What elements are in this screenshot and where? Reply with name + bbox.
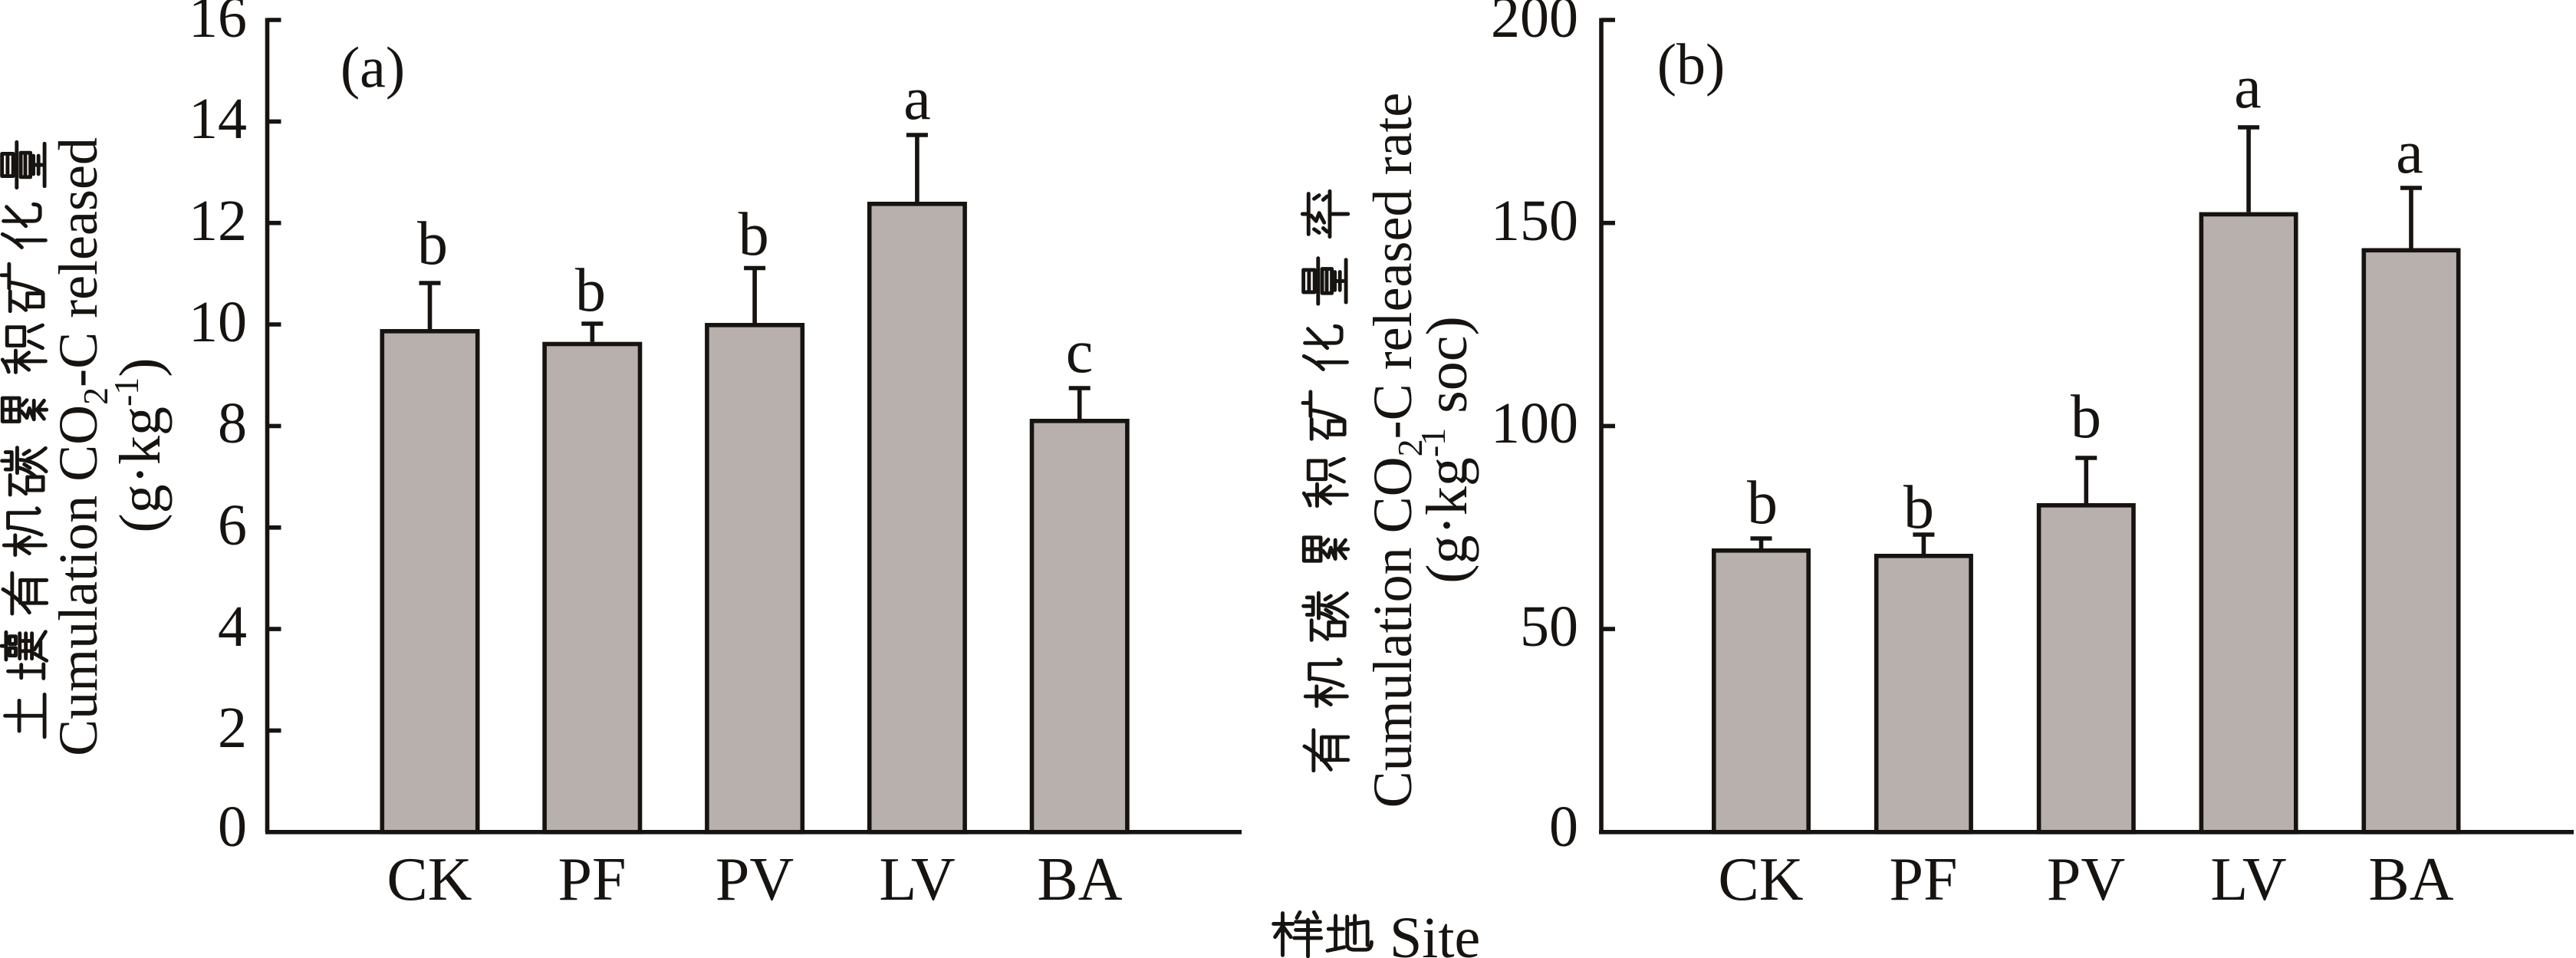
svg-text:a: a (903, 65, 931, 133)
svg-text:14: 14 (189, 87, 247, 151)
svg-text:4: 4 (218, 594, 247, 659)
svg-text:a: a (2234, 54, 2262, 121)
svg-text:BA: BA (2368, 846, 2453, 914)
svg-text:CK: CK (1718, 846, 1803, 914)
svg-text:a: a (2396, 119, 2423, 186)
svg-text:b: b (739, 201, 769, 268)
svg-text:BA: BA (1037, 846, 1122, 914)
svg-text:6: 6 (218, 493, 247, 558)
svg-text:10: 10 (189, 290, 247, 354)
svg-text:CK: CK (387, 846, 472, 914)
svg-text:PV: PV (2047, 846, 2125, 914)
svg-text:200: 200 (1491, 0, 1578, 50)
svg-text:100: 100 (1491, 391, 1578, 456)
svg-text:b: b (1747, 469, 1778, 537)
svg-text:PF: PF (1890, 846, 1958, 914)
svg-text:(g·kg-1 soc): (g·kg-1 soc) (1413, 316, 1479, 584)
svg-text:LV: LV (2210, 846, 2286, 914)
svg-text:c: c (1066, 318, 1094, 386)
svg-text:12: 12 (189, 189, 247, 253)
svg-text:16: 16 (189, 0, 247, 50)
svg-text:PF: PF (558, 846, 627, 914)
svg-text:2: 2 (218, 696, 247, 760)
svg-text:b: b (417, 210, 448, 278)
svg-text:PV: PV (716, 846, 794, 914)
svg-text:b: b (1903, 474, 1934, 542)
svg-text:Cumulation CO2-C released: Cumulation CO2-C released (48, 137, 115, 756)
svg-text:(b): (b) (1657, 33, 1726, 97)
svg-text:0: 0 (218, 795, 247, 859)
svg-text:Site: Site (1390, 906, 1480, 958)
svg-text:b: b (2071, 384, 2101, 451)
svg-text:b: b (575, 257, 606, 324)
svg-text:0: 0 (1549, 795, 1578, 859)
svg-text:(a): (a) (341, 36, 405, 100)
svg-text:LV: LV (879, 846, 955, 914)
svg-text:150: 150 (1491, 189, 1578, 253)
svg-text:50: 50 (1520, 594, 1578, 659)
svg-text:8: 8 (218, 391, 247, 456)
